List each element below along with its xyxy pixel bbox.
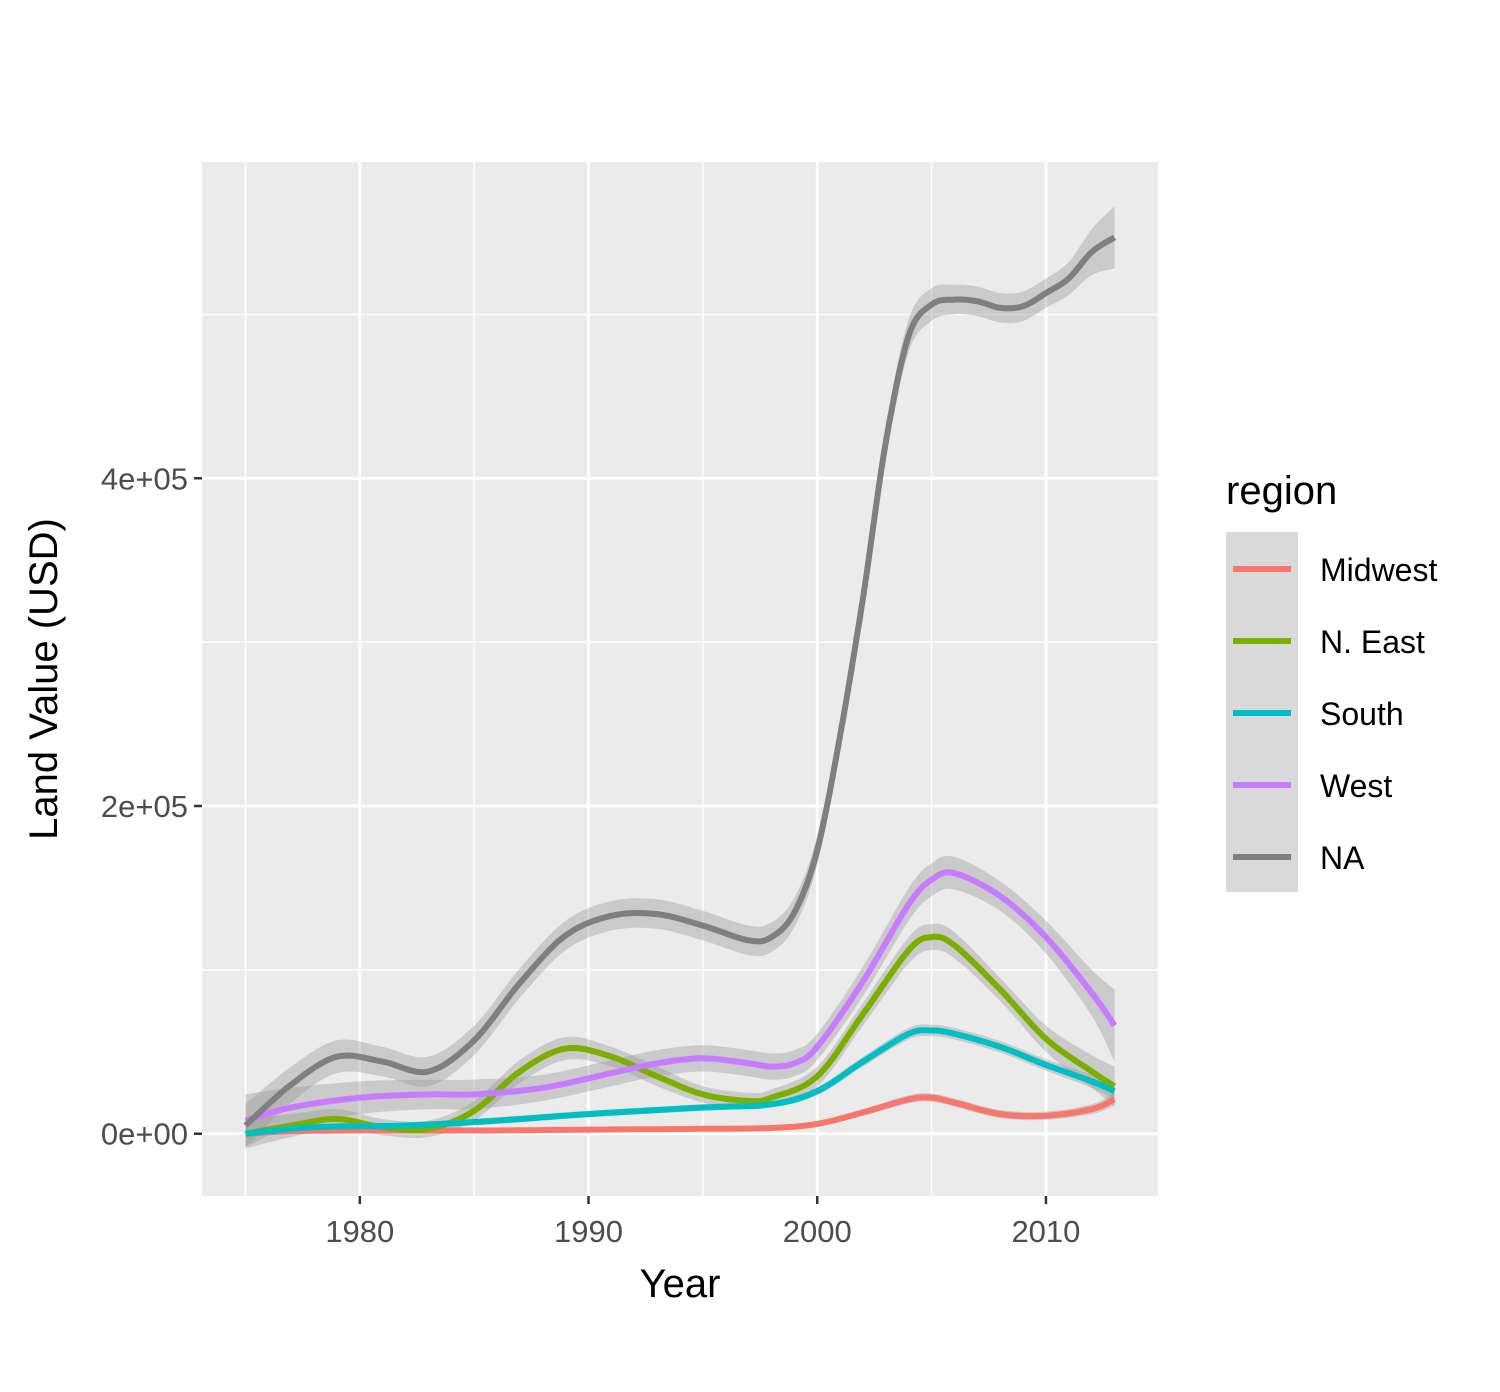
series-line-na: [243, 234, 1117, 1128]
confidence-band-na: [245, 206, 1115, 1147]
legend: region Midwest N. East South West NA: [1226, 469, 1437, 892]
legend-label-west: West: [1320, 768, 1392, 804]
legend-label-na: NA: [1320, 840, 1365, 876]
series-line-west: [244, 869, 1117, 1124]
legend-items: Midwest N. East South West NA: [1233, 552, 1437, 876]
minor-gridlines: [202, 162, 1158, 1196]
legend-label-n-east: N. East: [1320, 624, 1425, 660]
y-tick-label: 4e+05: [101, 461, 188, 496]
x-axis-title: Year: [640, 1262, 721, 1306]
major-gridlines: [202, 162, 1158, 1196]
axis-ticks: [194, 477, 1048, 1204]
x-tick-label: 1980: [325, 1214, 394, 1249]
legend-label-midwest: Midwest: [1320, 552, 1437, 588]
x-tick-label: 2010: [1011, 1214, 1080, 1249]
panel-background: [202, 162, 1158, 1196]
legend-label-south: South: [1320, 696, 1404, 732]
series-line-n-east: [244, 933, 1117, 1137]
x-tick-label: 2000: [783, 1214, 852, 1249]
y-tick-label: 0e+00: [101, 1117, 188, 1152]
legend-title: region: [1226, 469, 1337, 513]
tick-labels: 1980 1990 2000 2010 0e+00 2e+05 4e+05: [101, 461, 1080, 1249]
y-tick-label: 2e+05: [101, 789, 188, 824]
series-line-south: [245, 1027, 1117, 1137]
series-lines: [243, 234, 1117, 1137]
y-axis-title: Land Value (USD): [22, 518, 66, 840]
x-tick-label: 1990: [554, 1214, 623, 1249]
